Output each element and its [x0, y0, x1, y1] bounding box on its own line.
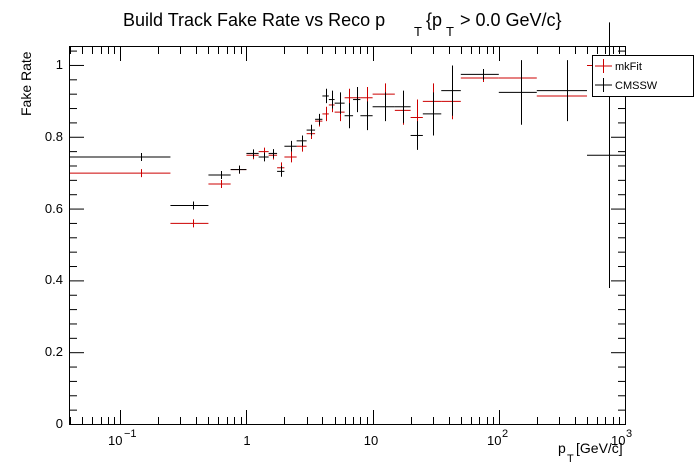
- data-point-mkfit: [460, 74, 499, 83]
- y-tick-label-0.8: 0.8: [45, 129, 63, 144]
- data-point-cmssw: [284, 140, 297, 152]
- data-point-cmssw: [170, 201, 209, 210]
- data-point-cmssw: [306, 124, 316, 136]
- data-point-cmssw: [315, 113, 323, 125]
- data-point-cmssw: [334, 92, 345, 114]
- series-cmssw: [70, 22, 625, 289]
- y-ticks: [70, 50, 625, 425]
- data-point-mkfit: [360, 86, 373, 109]
- data-point-cmssw: [372, 92, 395, 122]
- data-point-mkfit: [498, 72, 537, 84]
- data-point-mkfit: [372, 83, 395, 105]
- data-point-cmssw: [394, 90, 411, 123]
- svg-text:−1: −1: [124, 428, 137, 440]
- chart-title: Build Track Fake Rate vs Reco p: [123, 10, 385, 30]
- series-layer: [70, 22, 625, 289]
- data-point-cmssw: [208, 170, 231, 179]
- data-point-mkfit: [441, 83, 461, 120]
- x-tick-label-100: 10 2: [487, 428, 508, 448]
- chart-title-open: {p: [426, 10, 442, 30]
- data-point-cmssw: [410, 121, 423, 150]
- data-point-mkfit: [296, 140, 307, 152]
- x-ticks: [70, 47, 626, 424]
- data-point-cmssw: [70, 153, 171, 162]
- legend-marker-cmssw: [595, 78, 612, 92]
- data-point-cmssw: [360, 101, 373, 131]
- data-point-mkfit: [246, 151, 259, 160]
- data-point-mkfit: [536, 91, 588, 100]
- chart-title-rest: > 0.0 GeV/c}: [460, 10, 562, 30]
- data-point-mkfit: [315, 115, 323, 127]
- legend-label-cmssw: CMSSW: [615, 80, 658, 92]
- data-point-cmssw: [460, 69, 499, 80]
- data-point-cmssw: [328, 90, 335, 109]
- y-tick-label-1: 1: [56, 57, 63, 72]
- data-point-mkfit: [284, 151, 297, 163]
- chart-title-subscript-1: T: [414, 24, 422, 39]
- svg-text:10: 10: [611, 433, 625, 448]
- series-mkfit: [70, 61, 625, 228]
- x-tick-label-1000: 10 3: [611, 428, 632, 448]
- x-tick-label-0.1: 10 −1: [108, 428, 137, 448]
- data-point-cmssw: [498, 60, 537, 125]
- data-point-cmssw: [246, 149, 259, 158]
- y-axis-label: Fake Rate: [18, 51, 34, 116]
- data-point-mkfit: [322, 106, 329, 122]
- data-point-cmssw: [536, 60, 588, 122]
- data-point-mkfit: [258, 147, 269, 156]
- chart-title-subscript-2: T: [446, 24, 454, 39]
- svg-text:[GeV/c]: [GeV/c]: [576, 440, 623, 456]
- data-point-mkfit: [394, 95, 411, 125]
- data-point-cmssw: [230, 165, 247, 174]
- svg-text:p: p: [558, 440, 566, 456]
- data-point-cmssw: [441, 65, 461, 116]
- data-point-mkfit: [208, 179, 231, 188]
- data-point-cmssw: [353, 86, 361, 113]
- data-point-mkfit: [410, 99, 423, 136]
- svg-text:10: 10: [487, 433, 501, 448]
- y-tick-label-0.4: 0.4: [45, 272, 63, 287]
- data-point-cmssw: [322, 88, 329, 104]
- data-point-cmssw: [422, 92, 442, 136]
- data-point-mkfit: [344, 88, 354, 107]
- data-point-cmssw: [296, 135, 307, 147]
- legend-label-mkfit: mkFit: [615, 61, 642, 73]
- x-tick-label-10: 10: [364, 433, 378, 448]
- svg-text:3: 3: [626, 428, 632, 440]
- data-point-mkfit: [334, 103, 345, 122]
- legend: mkFit CMSSW: [592, 55, 694, 97]
- data-point-cmssw: [268, 149, 278, 158]
- plot-frame: [69, 46, 626, 425]
- svg-text:2: 2: [502, 428, 508, 440]
- data-point-cmssw: [258, 152, 269, 162]
- x-axis-label: p T [GeV/c]: [558, 440, 623, 465]
- data-point-mkfit: [268, 150, 278, 160]
- legend-box: [592, 55, 694, 97]
- data-point-mkfit: [353, 86, 361, 109]
- data-point-mkfit: [70, 169, 171, 178]
- svg-text:T: T: [567, 453, 574, 465]
- data-point-cmssw: [344, 103, 354, 129]
- y-tick-label-0.2: 0.2: [45, 344, 63, 359]
- svg-text:10: 10: [108, 433, 122, 448]
- legend-marker-mkfit: [595, 59, 612, 73]
- y-tick-label-0.6: 0.6: [45, 201, 63, 216]
- data-point-mkfit: [170, 219, 209, 228]
- x-tick-label-1: 1: [243, 433, 250, 448]
- data-point-cmssw: [277, 165, 285, 177]
- y-tick-label-0: 0: [56, 416, 63, 431]
